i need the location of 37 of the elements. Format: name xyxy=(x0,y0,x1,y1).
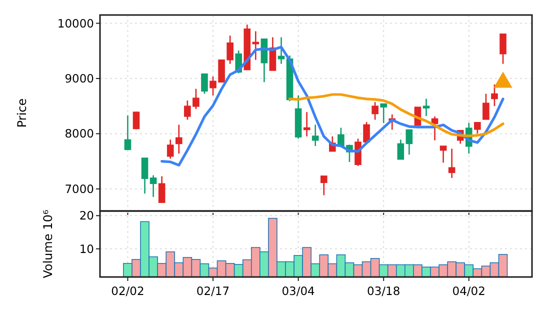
candlestick xyxy=(474,122,481,134)
x-tick-label: 03/18 xyxy=(367,284,400,298)
candlestick xyxy=(158,176,166,204)
candlestick xyxy=(312,124,319,147)
y-tick-label: 9000 xyxy=(64,72,94,86)
candlestick xyxy=(397,139,404,160)
x-tick-label: 03/04 xyxy=(282,284,315,298)
candlestick xyxy=(320,175,328,196)
candlestick xyxy=(500,33,506,65)
candlestick xyxy=(406,129,413,156)
candlestick xyxy=(166,139,174,160)
x-tick-label: 02/17 xyxy=(196,284,230,298)
candlestick xyxy=(380,103,387,124)
x-tick-label: 04/02 xyxy=(452,284,486,298)
y-tick-label: 10000 xyxy=(57,16,94,30)
y-axis-title: Price xyxy=(15,98,29,128)
candlestick xyxy=(252,30,260,61)
candlestick xyxy=(175,124,182,154)
candlestick xyxy=(482,93,490,120)
candlestick xyxy=(124,114,132,150)
y-tick-label: 8000 xyxy=(64,126,94,141)
y-tick-label: 10 xyxy=(79,242,94,256)
candlestick xyxy=(141,157,148,194)
candlestick xyxy=(422,98,430,117)
y-axis-title: Volume 10⁶ xyxy=(41,210,55,278)
candlestick xyxy=(132,110,140,130)
y-tick-label: 20 xyxy=(79,208,94,223)
candlestick xyxy=(372,101,378,120)
candlestick xyxy=(150,174,157,198)
candlestick xyxy=(491,84,498,107)
candlestick xyxy=(201,73,208,94)
candlestick xyxy=(278,36,285,65)
candlestick xyxy=(448,148,456,179)
candlestick xyxy=(440,145,447,164)
x-tick-label: 02/02 xyxy=(111,284,144,298)
line-series xyxy=(160,46,504,166)
y-tick-label: 7000 xyxy=(64,182,94,196)
